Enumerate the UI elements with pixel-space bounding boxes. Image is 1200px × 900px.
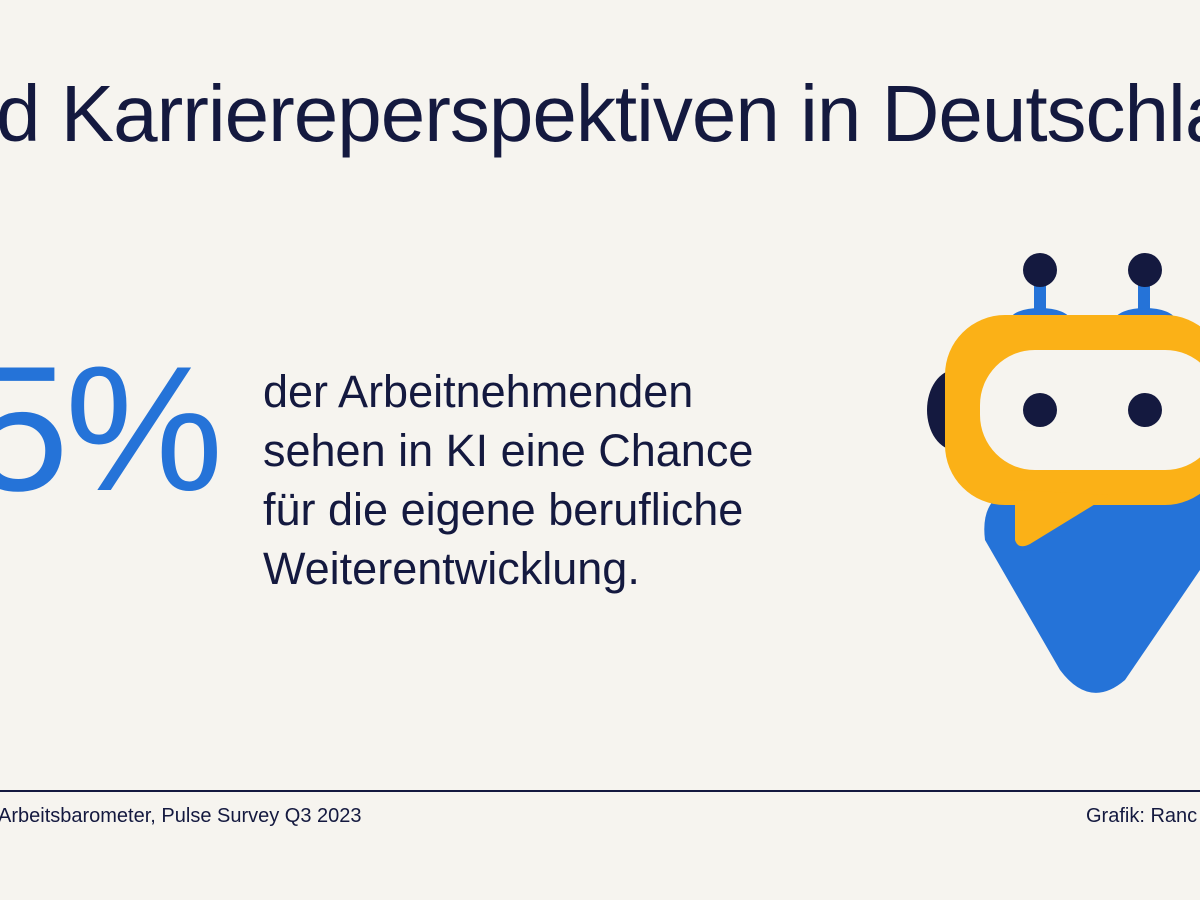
- graphic-credit: Grafik: Ranc: [1086, 805, 1198, 827]
- robot-eye-icon: [1128, 393, 1162, 427]
- robot-body-icon: [984, 490, 1200, 693]
- stat-percentage: 5%: [0, 329, 223, 528]
- description-line: Weiterentwicklung.: [263, 543, 640, 594]
- speech-bubble-icon: [945, 315, 1200, 547]
- stat-description: der Arbeitnehmenden sehen in KI eine Cha…: [263, 362, 753, 598]
- source-note: Arbeitsbarometer, Pulse Survey Q3 2023: [0, 805, 362, 827]
- robot-eye-icon: [1023, 393, 1057, 427]
- description-line: sehen in KI eine Chance: [263, 425, 754, 476]
- robot-illustration: [927, 253, 1200, 693]
- page-title: d Karriereperspektiven in Deutschla: [0, 69, 1200, 158]
- footer-divider: [0, 790, 1200, 792]
- description-line: für die eigene berufliche: [263, 484, 744, 535]
- description-line: der Arbeitnehmenden: [263, 366, 694, 417]
